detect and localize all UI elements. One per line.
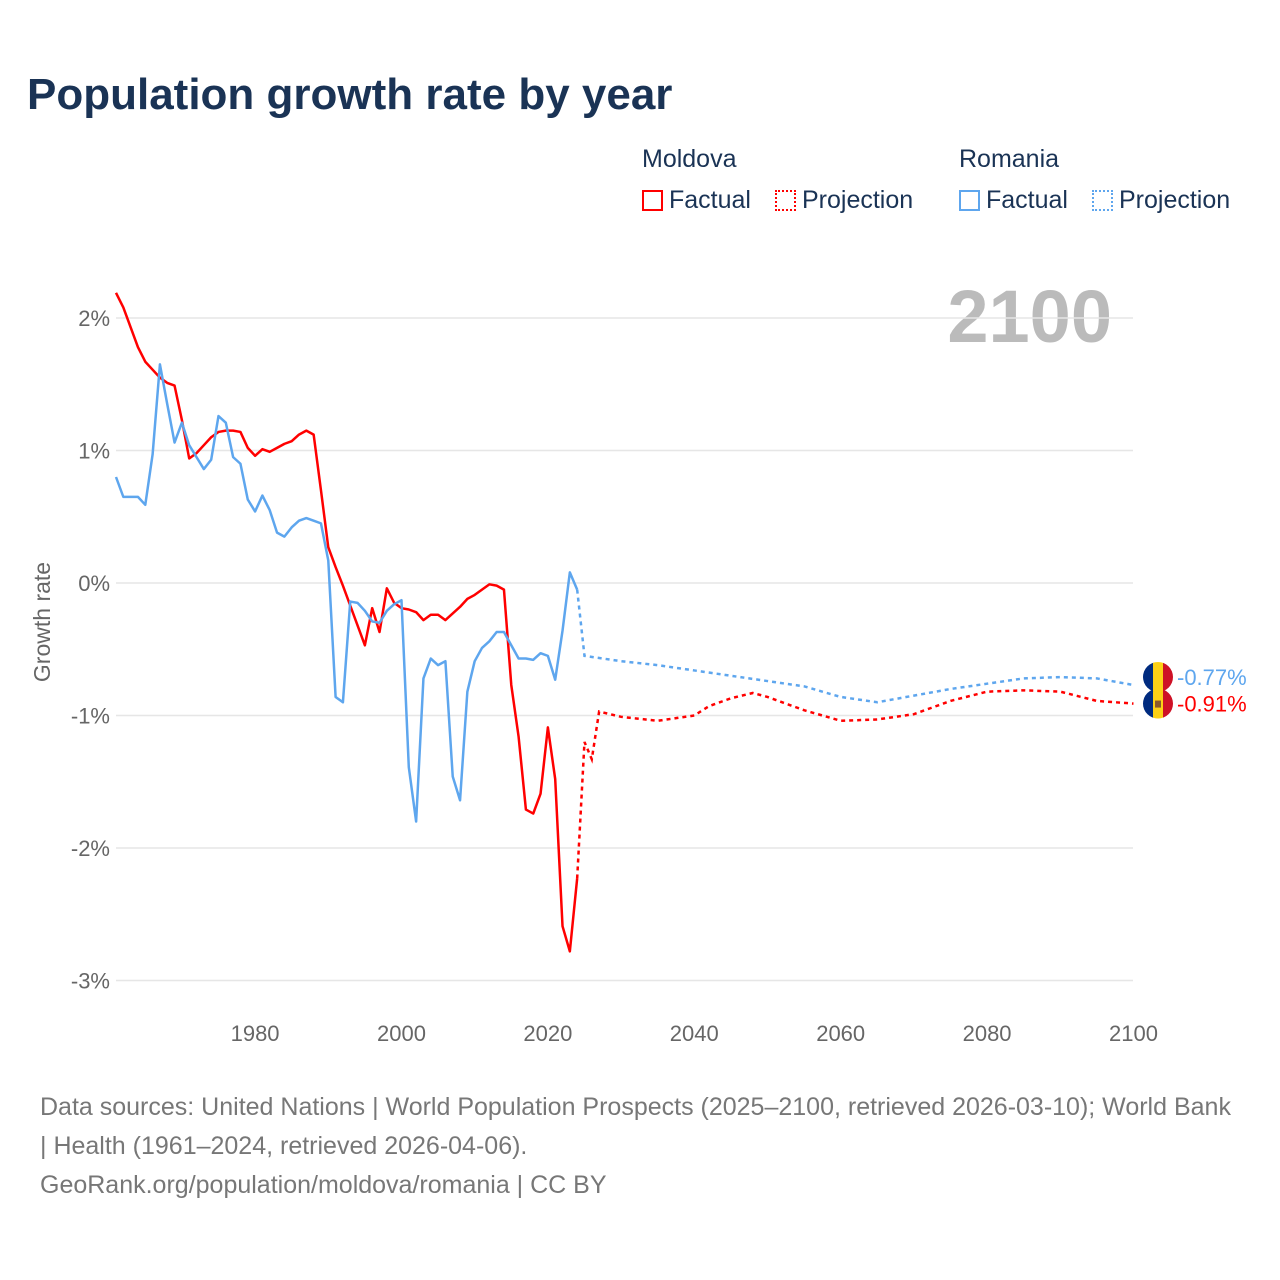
x-tick-label: 2000 [377,1021,426,1046]
legend-label: Projection [1119,186,1231,214]
x-tick-label: 2060 [816,1021,865,1046]
romania-factual-line [114,363,579,823]
romania-projection-line [575,589,1134,704]
legend-label: Projection [802,186,914,214]
y-tick-label: 2% [78,306,110,331]
legend-romania-factual[interactable]: Factual [959,186,1068,215]
y-tick-label: -3% [71,969,110,994]
moldova-flag-icon [1143,688,1173,719]
romania-end-value-label: -0.77% [1177,665,1247,690]
legend-moldova-factual[interactable]: Factual [642,186,751,215]
y-tick-label: 0% [78,571,110,596]
y-tick-label: -2% [71,836,110,861]
legend-moldova-projection[interactable]: Projection [775,186,913,215]
romania-flag-icon [1143,662,1173,693]
source-note: Data sources: United Nations | World Pop… [40,1088,1240,1205]
legend-romania: Romania [959,145,1059,174]
moldova-end-value-label: -0.91% [1177,692,1247,717]
x-tick-label: 2080 [963,1021,1012,1046]
x-tick-label: 2040 [670,1021,719,1046]
legend-romania-title: Romania [959,145,1060,173]
y-tick-label: 1% [78,439,110,464]
legend-moldova: Moldova [642,145,737,174]
y-tick-label: -1% [71,704,110,729]
page-title: Population growth rate by year [27,70,673,119]
x-tick-label: 1980 [231,1021,280,1046]
moldova-projection-line [575,689,1134,879]
year-label: 2100 [947,275,1112,358]
source-text: Data sources: United Nations | World Pop… [40,1093,1231,1160]
legend-label: Factual [669,186,751,214]
legend-moldova-title: Moldova [642,145,737,173]
legend-romania-projection[interactable]: Projection [1092,186,1230,215]
legend-label: Factual [986,186,1068,214]
x-tick-label: 2020 [523,1021,572,1046]
source-link[interactable]: GeoRank.org/population/moldova/romania |… [40,1171,607,1199]
moldova-factual-line [114,292,579,953]
x-tick-label: 2100 [1109,1021,1158,1046]
y-axis-label: Growth rate [29,562,55,682]
